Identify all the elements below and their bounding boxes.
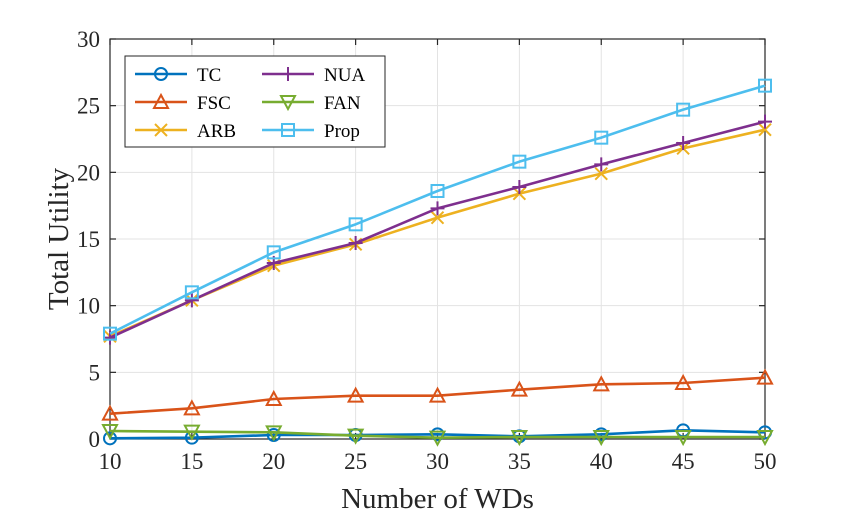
legend-label: TC bbox=[197, 65, 221, 86]
y-tick-label: 30 bbox=[77, 27, 100, 52]
legend-item-nua: NUA bbox=[262, 65, 365, 86]
x-tick-label: 45 bbox=[672, 449, 695, 474]
legend-item-arb: ARB bbox=[135, 121, 236, 142]
series-nua bbox=[103, 114, 772, 345]
y-tick-label: 5 bbox=[89, 360, 101, 385]
legend-marker bbox=[279, 95, 297, 112]
x-tick-label: 50 bbox=[754, 449, 777, 474]
data-point-fan bbox=[510, 430, 529, 447]
data-point-arb bbox=[594, 166, 608, 181]
legend-marker bbox=[281, 123, 295, 137]
series-line-tc bbox=[109, 429, 766, 440]
legend: TC FSC ARB NUA FAN Prop bbox=[124, 55, 386, 148]
legend-item-prop: Prop bbox=[262, 121, 360, 142]
legend-label: FAN bbox=[324, 93, 361, 114]
x-tick-label: 40 bbox=[590, 449, 613, 474]
data-point-prop bbox=[594, 130, 609, 145]
y-tick-label: 0 bbox=[89, 427, 101, 452]
y-axis-label: Total Utility bbox=[43, 167, 75, 310]
data-point-fsc bbox=[346, 386, 365, 403]
data-point-nua bbox=[594, 157, 609, 172]
x-tick-label: 35 bbox=[508, 449, 531, 474]
legend-label: NUA bbox=[324, 65, 365, 86]
data-point-nua bbox=[676, 136, 691, 150]
legend-marker bbox=[154, 67, 168, 81]
legend-marker bbox=[154, 123, 168, 137]
data-point-fsc bbox=[183, 399, 201, 416]
x-tick-label: 15 bbox=[180, 449, 203, 474]
x-axis-label: Number of WDs bbox=[341, 483, 534, 515]
legend-label: Prop bbox=[324, 121, 360, 142]
y-tick-label: 25 bbox=[77, 94, 100, 119]
legend-item-tc: TC bbox=[135, 65, 221, 86]
data-point-fan bbox=[756, 430, 774, 447]
legend-label: ARB bbox=[197, 121, 236, 142]
data-point-tc bbox=[103, 431, 117, 446]
data-point-fsc bbox=[674, 373, 692, 390]
data-point-prop bbox=[430, 184, 445, 198]
legend-marker bbox=[281, 67, 295, 81]
data-point-nua bbox=[184, 293, 199, 308]
legend-marker bbox=[152, 92, 170, 109]
data-point-nua bbox=[430, 201, 445, 216]
data-point-fan bbox=[265, 425, 283, 442]
data-point-prop bbox=[676, 102, 691, 117]
legend-item-fsc: FSC bbox=[135, 92, 231, 114]
series-fan bbox=[101, 424, 774, 447]
data-point-fsc bbox=[592, 375, 610, 392]
x-tick-label: 10 bbox=[99, 449, 122, 474]
y-tick-label: 15 bbox=[77, 227, 100, 252]
series-prop bbox=[103, 78, 772, 341]
data-point-prop bbox=[348, 217, 363, 232]
data-point-fan bbox=[674, 430, 692, 447]
y-tick-label: 20 bbox=[77, 160, 100, 185]
data-point-fan bbox=[428, 430, 447, 447]
x-tick-label: 20 bbox=[262, 449, 285, 474]
series-line-prop bbox=[109, 84, 766, 335]
data-point-fsc bbox=[265, 389, 283, 406]
data-point-prop bbox=[758, 78, 772, 93]
series-fsc bbox=[101, 368, 774, 421]
data-point-fan bbox=[346, 428, 365, 445]
data-point-nua bbox=[348, 236, 363, 250]
data-point-arb bbox=[758, 122, 772, 137]
data-point-fan bbox=[101, 424, 119, 441]
data-point-fan bbox=[183, 424, 201, 441]
data-point-prop bbox=[103, 326, 117, 341]
x-tick-label: 25 bbox=[344, 449, 367, 474]
data-point-arb bbox=[430, 210, 445, 225]
legend-item-fan: FAN bbox=[262, 93, 361, 114]
legend-label: FSC bbox=[197, 93, 231, 114]
series-line-fan bbox=[109, 429, 765, 439]
y-tick-label: 10 bbox=[77, 294, 100, 319]
data-point-fsc bbox=[756, 368, 774, 385]
legend-box bbox=[124, 55, 386, 148]
data-point-prop bbox=[512, 154, 527, 169]
x-tick-label: 30 bbox=[426, 449, 449, 474]
data-point-fsc bbox=[101, 404, 119, 421]
data-point-fsc bbox=[428, 386, 447, 403]
data-point-prop bbox=[184, 285, 199, 300]
data-point-fsc bbox=[510, 380, 529, 397]
axis-ticks: 10 15 20 25 30 35 40 45 50 0 5 10 15 20 25 30 bbox=[77, 27, 777, 474]
data-point-nua bbox=[512, 180, 527, 194]
series-lines bbox=[101, 78, 774, 447]
data-point-fan bbox=[592, 430, 610, 447]
series-line-fsc bbox=[109, 376, 766, 415]
data-point-nua bbox=[758, 114, 772, 129]
data-point-prop bbox=[266, 245, 281, 260]
series-tc bbox=[103, 423, 772, 446]
